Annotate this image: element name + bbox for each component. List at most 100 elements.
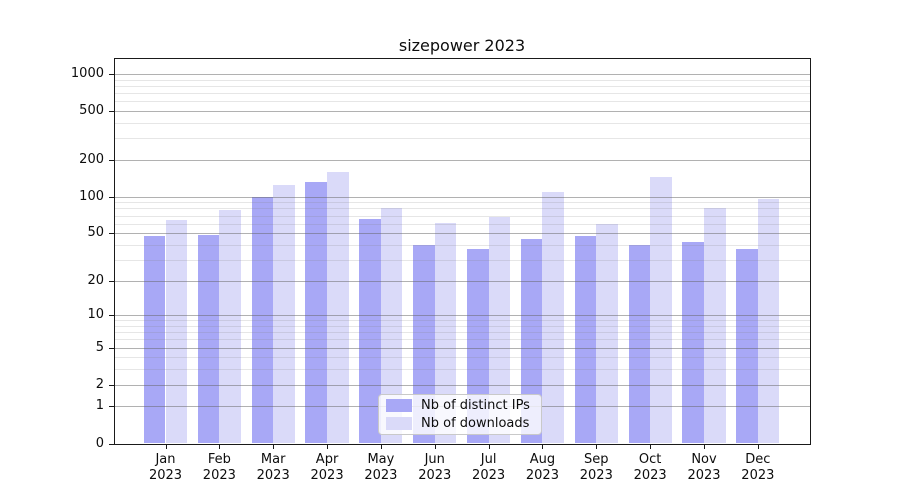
bar-ips-may (359, 219, 381, 444)
legend-swatch-distinct-ips (386, 399, 412, 412)
bar-ips-jun (413, 244, 435, 444)
x-tick-may (380, 444, 382, 449)
y-tick-label-0: 0 (95, 435, 104, 451)
bar-downloads-mar (273, 185, 295, 444)
bar-ips-feb (197, 235, 220, 444)
bar-ips-apr (305, 182, 328, 444)
gridline-minor-9 (115, 320, 810, 322)
x-tick-label-apr: Apr 2023 (310, 452, 344, 483)
y-tick-label-100: 100 (79, 188, 104, 204)
gridline-minor-700 (115, 93, 810, 95)
x-tick-label-mar: Mar 2023 (256, 452, 290, 483)
gridline-50 (115, 233, 810, 235)
gridline-minor-400 (115, 122, 810, 124)
y-tick-label-1000: 1000 (70, 66, 104, 81)
y-tick-label-2: 2 (95, 376, 104, 392)
x-tick-label-oct: Oct 2023 (633, 452, 667, 483)
y-tick-label-50: 50 (87, 225, 104, 241)
gridline-minor-8 (115, 325, 810, 327)
gridline-minor-900 (115, 79, 810, 81)
gridline-1000 (115, 74, 810, 75)
bar-downloads-oct (650, 176, 672, 444)
x-tick-feb (219, 444, 221, 449)
x-tick-label-dec: Dec 2023 (741, 452, 775, 483)
y-tick-2 (109, 384, 114, 386)
x-tick-oct (650, 444, 652, 449)
x-tick-label-jun: Jun 2023 (418, 452, 452, 483)
x-tick-label-feb: Feb 2023 (202, 452, 236, 483)
bar-ips-dec (736, 248, 758, 444)
legend-item-distinct-ips: Nb of distinct IPs (386, 398, 534, 413)
legend-label-distinct-ips: Nb of distinct IPs (421, 398, 530, 413)
bar-downloads-apr (327, 172, 349, 444)
bar-downloads-nov (704, 207, 726, 444)
gridline-minor-30 (115, 259, 810, 261)
x-tick-label-jan: Jan 2023 (148, 452, 183, 483)
bar-downloads-jul (488, 217, 511, 444)
x-tick-mar (273, 444, 275, 449)
gridline-minor-4 (115, 357, 810, 359)
bar-downloads-sep (596, 223, 618, 444)
x-tick-label-sep: Sep 2023 (579, 452, 613, 483)
gridline-minor-300 (115, 138, 810, 140)
y-tick-20 (109, 280, 114, 282)
y-tick-label-20: 20 (87, 272, 104, 288)
x-tick-dec (757, 444, 759, 449)
x-tick-label-nov: Nov 2023 (687, 452, 721, 483)
gridline-minor-60 (115, 223, 810, 225)
x-tick-apr (327, 444, 329, 449)
y-tick-1000 (109, 74, 114, 75)
y-tick-label-10: 10 (87, 307, 104, 323)
y-tick-200 (109, 159, 114, 161)
x-tick-label-jul: Jul 2023 (472, 452, 506, 483)
bar-downloads-jun (434, 222, 457, 444)
y-tick-50 (109, 233, 114, 235)
y-tick-1 (109, 406, 114, 408)
y-tick-500 (109, 111, 114, 113)
gridline-minor-80 (115, 208, 810, 210)
bar-ips-sep (574, 236, 597, 444)
x-tick-label-may: May 2023 (364, 452, 398, 483)
gridline-minor-90 (115, 202, 810, 204)
gridline-minor-40 (115, 244, 810, 246)
gridline-500 (115, 111, 810, 113)
x-tick-jan (165, 444, 167, 449)
legend-label-downloads: Nb of downloads (421, 416, 530, 431)
x-tick-nov (704, 444, 705, 449)
y-tick-100 (109, 196, 114, 198)
gridline-minor-800 (115, 85, 810, 87)
gridline-10 (115, 315, 810, 317)
bar-downloads-may (380, 208, 403, 444)
x-tick-aug (542, 444, 544, 449)
gridline-minor-3 (115, 369, 810, 371)
legend-swatch-downloads (386, 417, 412, 430)
bar-ips-aug (520, 238, 543, 444)
gridline-minor-7 (115, 332, 810, 334)
gridline-2 (115, 384, 810, 386)
chart-title: sizepower 2023 (398, 36, 526, 55)
gridline-100 (115, 196, 810, 198)
legend-item-downloads: Nb of downloads (386, 416, 534, 431)
bar-ips-jan (143, 236, 166, 444)
bar-ips-mar (251, 196, 274, 444)
x-tick-label-aug: Aug 2023 (525, 452, 559, 483)
gridline-minor-6 (115, 339, 810, 341)
y-tick-0 (109, 443, 114, 445)
y-tick-10 (109, 315, 114, 317)
gridline-200 (115, 159, 810, 161)
bar-downloads-dec (757, 198, 780, 444)
bar-ips-nov (682, 242, 704, 444)
x-tick-sep (596, 444, 598, 449)
y-tick-label-500: 500 (79, 103, 104, 119)
legend: Nb of distinct IPs Nb of downloads (378, 394, 542, 435)
x-tick-jul (488, 444, 490, 449)
y-tick-label-1: 1 (95, 398, 104, 414)
x-tick-jun (434, 444, 436, 449)
bar-downloads-aug (542, 192, 565, 444)
y-tick-5 (109, 347, 114, 349)
bar-ips-oct (628, 244, 651, 444)
gridline-5 (115, 347, 810, 349)
bar-downloads-jan (165, 220, 188, 444)
gridline-minor-70 (115, 215, 810, 217)
